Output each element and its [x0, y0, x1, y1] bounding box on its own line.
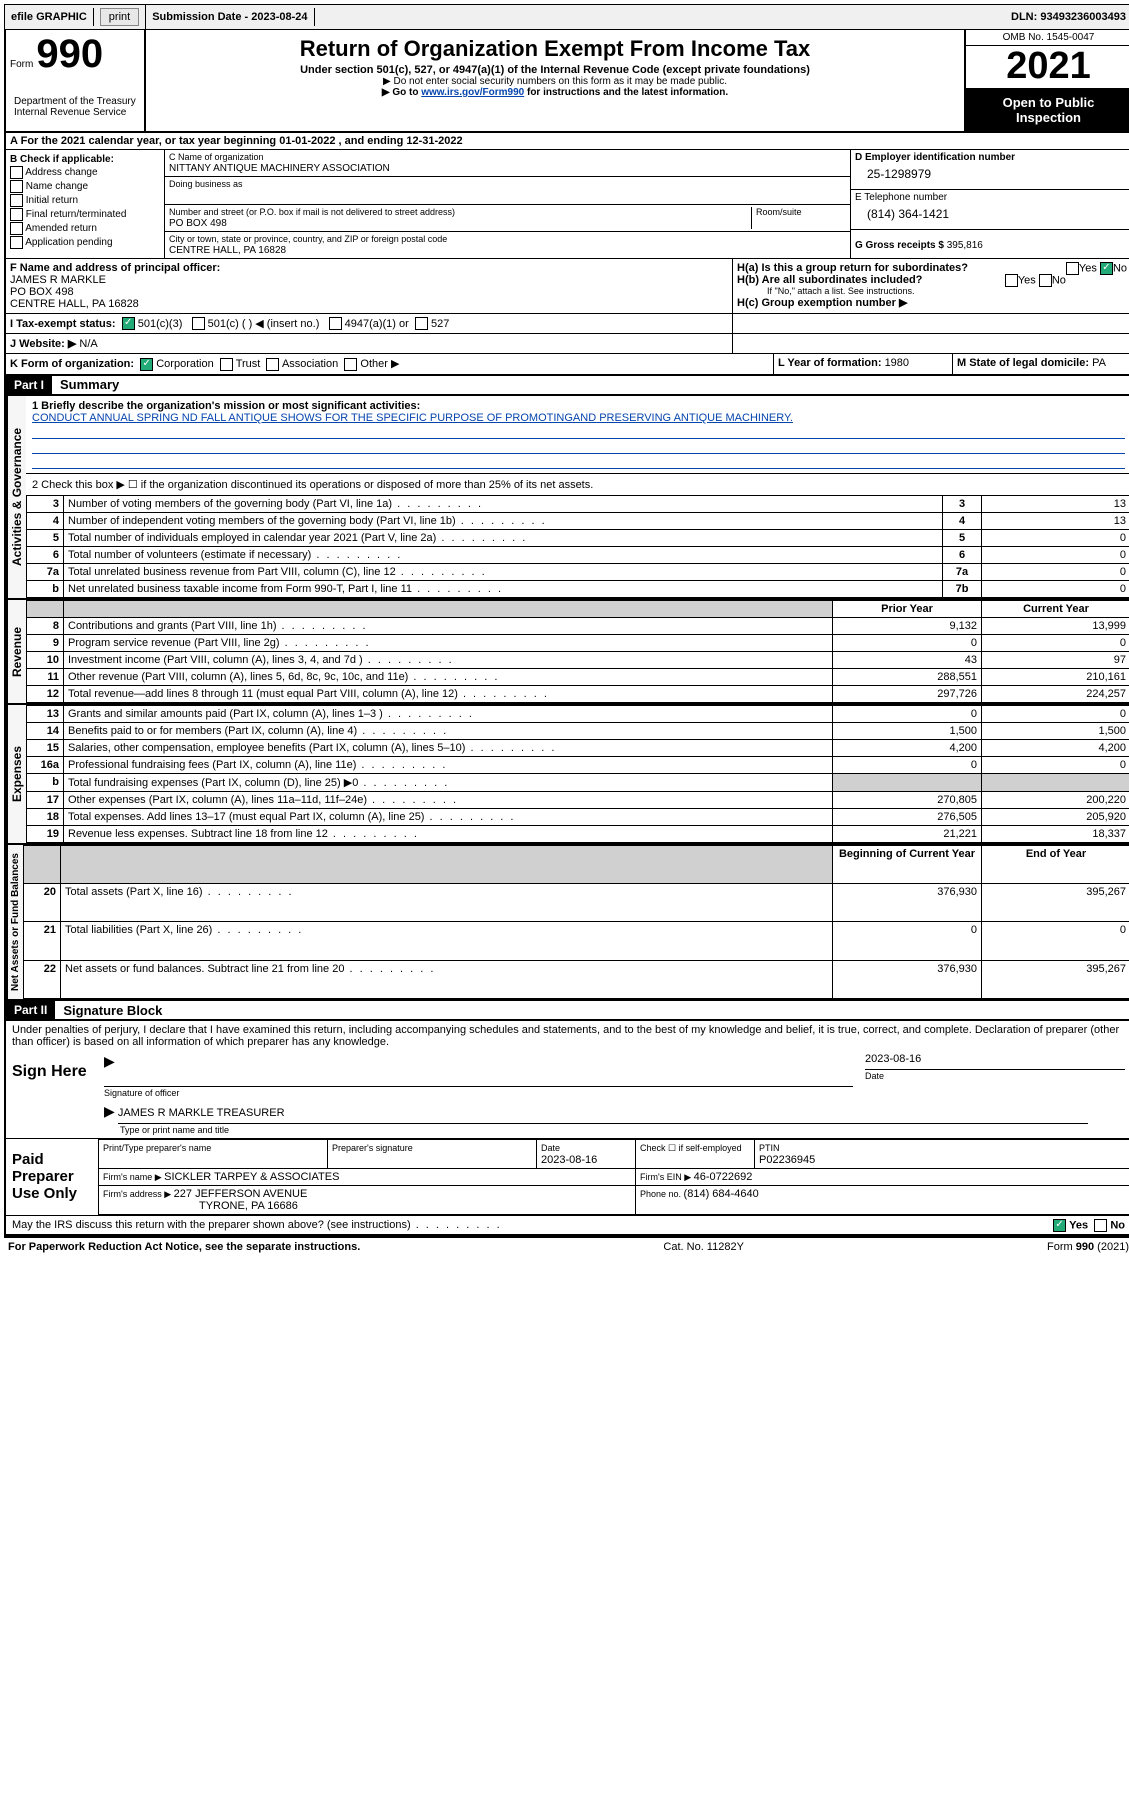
state-domicile: M State of legal domicile: PA — [952, 354, 1129, 374]
form-number: 990 — [36, 32, 103, 76]
501c3-checked — [122, 317, 135, 330]
hb-note: If "No," attach a list. See instructions… — [737, 286, 1127, 296]
expenses-table: 13Grants and similar amounts paid (Part … — [26, 705, 1129, 843]
discuss-yes-checked — [1053, 1219, 1066, 1232]
sign-here-label: Sign Here — [6, 1051, 98, 1138]
submission-date: Submission Date - 2023-08-24 — [146, 8, 314, 26]
cb-address-change[interactable]: Address change — [10, 166, 160, 179]
form-note-1: ▶ Do not enter social security numbers o… — [154, 76, 956, 87]
governance-table: 3Number of voting members of the governi… — [26, 495, 1129, 598]
city-field: City or town, state or province, country… — [165, 232, 850, 258]
part1-header: Part I Summary — [4, 376, 1129, 396]
website-field: J Website: ▶ N/A — [6, 334, 733, 353]
year-formation: L Year of formation: 1980 — [773, 354, 952, 374]
form-label: Form — [10, 59, 33, 70]
department: Department of the Treasury Internal Reve… — [10, 92, 140, 122]
paid-preparer-label: Paid Preparer Use Only — [6, 1139, 98, 1215]
street-field: Number and street (or P.O. box if mail i… — [165, 205, 850, 232]
dba-field: Doing business as — [165, 177, 850, 205]
cb-final-return[interactable]: Final return/terminated — [10, 208, 160, 221]
net-assets-table: Beginning of Current YearEnd of Year20To… — [23, 845, 1129, 999]
officer-name: JAMES R MARKLE TREASURER — [118, 1107, 285, 1119]
sig-officer-label: Signature of officer — [104, 1088, 179, 1098]
discuss-row: May the IRS discuss this return with the… — [6, 1215, 1129, 1234]
cb-initial-return[interactable]: Initial return — [10, 194, 160, 207]
hb-subordinates: H(b) Are all subordinates included? Yes … — [737, 274, 1127, 286]
gross-receipts: G Gross receipts $ 395,816 — [851, 230, 1129, 253]
part2-header: Part II Signature Block — [4, 1001, 1129, 1021]
tax-year-line: A For the 2021 calendar year, or tax yea… — [6, 133, 1129, 150]
efile-label: efile GRAPHIC — [5, 8, 94, 26]
tab-revenue: Revenue — [6, 600, 26, 703]
ha-group-return: H(a) Is this a group return for subordin… — [737, 262, 1127, 274]
cb-name-change[interactable]: Name change — [10, 180, 160, 193]
mission-block: 1 Briefly describe the organization's mi… — [26, 396, 1129, 474]
form-header: Form 990 Department of the Treasury Inte… — [4, 30, 1129, 133]
ein-field: D Employer identification number 25-1298… — [851, 150, 1129, 190]
omb-number: OMB No. 1545-0047 — [966, 30, 1129, 46]
print-button[interactable]: print — [94, 5, 146, 29]
tax-exempt-status: I Tax-exempt status: 501(c)(3) 501(c) ( … — [6, 314, 733, 334]
ha-no-checked — [1100, 262, 1113, 275]
form-subtitle: Under section 501(c), 527, or 4947(a)(1)… — [154, 64, 956, 76]
page-footer: For Paperwork Reduction Act Notice, see … — [4, 1236, 1129, 1256]
line-2-discontinued: 2 Check this box ▶ ☐ if the organization… — [26, 474, 1129, 495]
efile-header: efile GRAPHIC print Submission Date - 20… — [4, 4, 1129, 30]
irs-link[interactable]: www.irs.gov/Form990 — [421, 87, 524, 98]
revenue-table: Prior YearCurrent Year8Contributions and… — [26, 600, 1129, 703]
form-note-2: ▶ Go to www.irs.gov/Form990 for instruct… — [154, 87, 956, 98]
penalties-statement: Under penalties of perjury, I declare th… — [6, 1021, 1129, 1051]
principal-officer: F Name and address of principal officer:… — [6, 259, 733, 313]
open-public-badge: Open to Public Inspection — [966, 89, 1129, 131]
org-name-field: C Name of organization NITTANY ANTIQUE M… — [165, 150, 850, 177]
sig-date: 2023-08-16 — [865, 1053, 1125, 1070]
tab-net-assets: Net Assets or Fund Balances — [6, 845, 23, 999]
dln: DLN: 93493236003493 — [1005, 8, 1129, 26]
tax-year: 2021 — [966, 46, 1129, 89]
hc-exemption: H(c) Group exemption number ▶ — [737, 296, 1127, 309]
form-title: Return of Organization Exempt From Incom… — [154, 36, 956, 62]
cb-amended[interactable]: Amended return — [10, 222, 160, 235]
cb-application-pending[interactable]: Application pending — [10, 236, 160, 249]
form-of-org: K Form of organization: Corporation Trus… — [6, 354, 773, 374]
phone-field: E Telephone number (814) 364-1421 — [851, 190, 1129, 230]
tab-expenses: Expenses — [6, 705, 26, 843]
tab-activities-governance: Activities & Governance — [6, 396, 26, 598]
section-b-checkboxes: B Check if applicable: Address change Na… — [6, 150, 165, 258]
